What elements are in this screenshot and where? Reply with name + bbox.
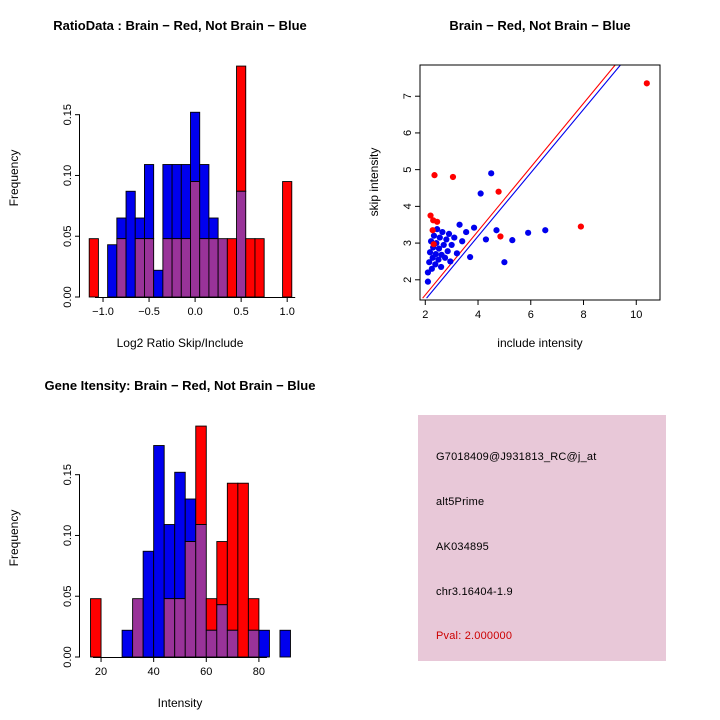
svg-text:20: 20 [95,666,107,678]
svg-text:5: 5 [402,167,414,173]
ratio-histogram-title: RatioData : Brain − Red, Not Brain − Blu… [53,18,307,33]
panel-gene-info: G7018409@J931813_RC@j_at alt5Prime AK034… [360,360,720,720]
svg-text:0.05: 0.05 [62,586,74,607]
svg-text:4: 4 [402,203,414,209]
svg-text:1.0: 1.0 [280,306,295,318]
svg-text:6: 6 [528,309,534,321]
gene-histogram-title: Gene Itensity: Brain − Red, Not Brain − … [44,378,316,393]
panel-intensity-scatter: Brain − Red, Not Brain − Blue skip inten… [360,0,720,360]
info-line-accession: AK034895 [436,541,489,553]
info-line-probe-id: G7018409@J931813_RC@j_at [436,451,597,463]
panel-ratio-histogram: RatioData : Brain − Red, Not Brain − Blu… [0,0,360,360]
svg-text:2: 2 [402,277,414,283]
panel-gene-intensity-histogram: Gene Itensity: Brain − Red, Not Brain − … [0,360,360,720]
ratio-histogram-plot: −1.0 −0.5 0.0 0.5 1.0 0.00 0.05 0.10 0.15 [62,65,296,318]
svg-text:−0.5: −0.5 [138,306,160,318]
svg-text:8: 8 [580,309,586,321]
gene-histogram-x-axis-label: Intensity [157,696,203,710]
gene-info-box: G7018409@J931813_RC@j_at alt5Prime AK034… [418,415,666,661]
info-line-locus: chr3.16404-1.9 [436,586,513,598]
svg-text:6: 6 [402,130,414,136]
svg-text:0.05: 0.05 [62,226,74,247]
svg-text:10: 10 [630,309,642,321]
svg-text:60: 60 [200,666,212,678]
svg-text:0.15: 0.15 [62,104,74,125]
scatter-plot: 2 4 6 8 10 2 3 4 5 6 7 [402,64,661,321]
scatter-title: Brain − Red, Not Brain − Blue [449,18,631,33]
svg-text:80: 80 [253,666,265,678]
gene-histogram-plot: 20 40 60 80 0.00 0.05 0.10 0.15 [62,425,291,678]
scatter-x-axis-label: include intensity [497,336,583,350]
svg-text:0.5: 0.5 [233,306,248,318]
svg-text:4: 4 [475,309,481,321]
svg-text:40: 40 [148,666,160,678]
svg-text:0.10: 0.10 [62,165,74,186]
svg-text:3: 3 [402,240,414,246]
svg-text:0.00: 0.00 [62,286,74,307]
ratio-histogram-x-axis-label: Log2 Ratio Skip/Include [116,336,244,350]
svg-text:−1.0: −1.0 [92,306,114,318]
svg-text:0.0: 0.0 [187,306,202,318]
svg-text:2: 2 [422,309,428,321]
svg-text:0.15: 0.15 [62,464,74,485]
pval-text: Pval: 2.000000 [436,630,513,642]
info-line-event-type: alt5Prime [436,496,485,508]
svg-text:0.10: 0.10 [62,525,74,546]
svg-text:0.00: 0.00 [62,646,74,667]
svg-text:7: 7 [402,93,414,99]
